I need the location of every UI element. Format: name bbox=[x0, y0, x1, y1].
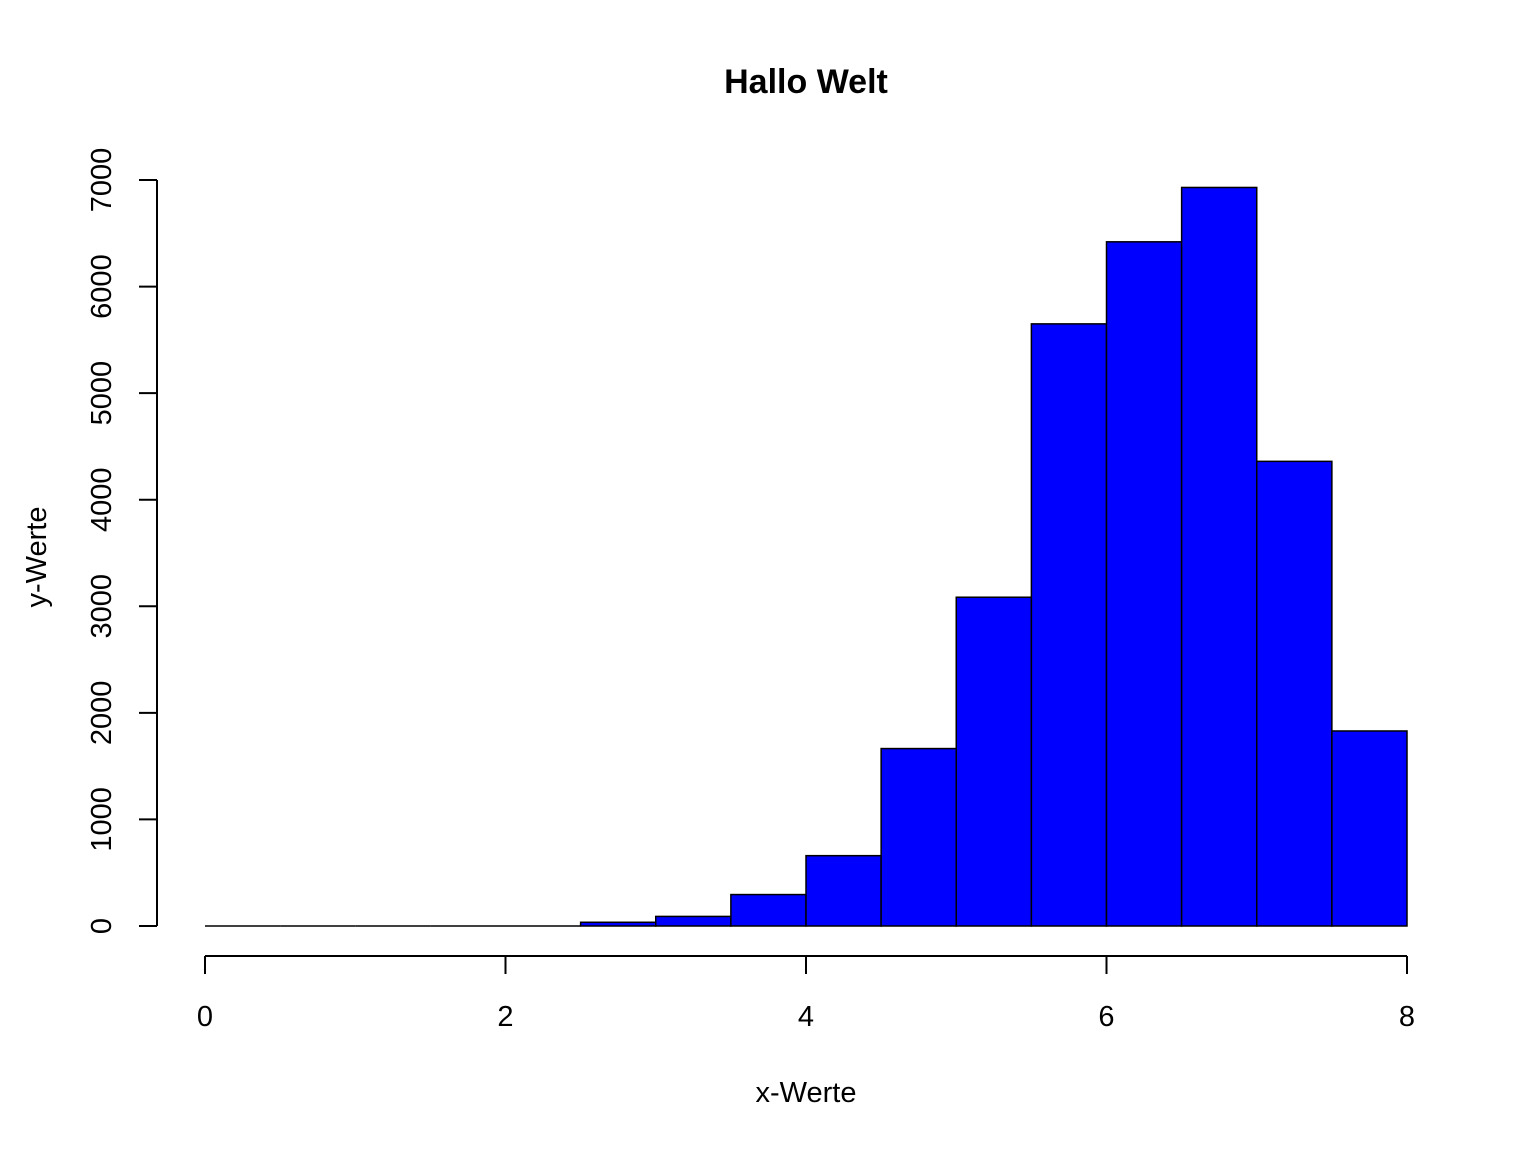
y-tick-label-5000: 5000 bbox=[86, 361, 118, 426]
x-tick-label-8: 8 bbox=[1399, 1001, 1415, 1033]
y-tick-label-6000: 6000 bbox=[86, 254, 118, 319]
histogram-bar-12 bbox=[1105, 241, 1183, 927]
histogram-bar-9 bbox=[880, 747, 957, 927]
x-tick-label-0: 0 bbox=[197, 1001, 213, 1033]
histogram-bars bbox=[205, 186, 1408, 927]
y-tick-label-2000: 2000 bbox=[86, 681, 118, 746]
chart-title: Hallo Welt bbox=[724, 63, 888, 101]
y-tick-label-0: 0 bbox=[86, 918, 118, 934]
y-axis-label: y-Werte bbox=[21, 507, 53, 608]
x-tick-label-6: 6 bbox=[1098, 1001, 1114, 1033]
y-tick-label-1000: 1000 bbox=[86, 787, 118, 852]
x-tick-label-2: 2 bbox=[497, 1001, 513, 1033]
histogram-bar-15 bbox=[1331, 730, 1408, 927]
histogram-bar-6 bbox=[655, 915, 732, 927]
y-tick-label-3000: 3000 bbox=[86, 574, 118, 639]
histogram-bar-11 bbox=[1030, 323, 1108, 927]
histogram-bar-13 bbox=[1180, 186, 1258, 927]
histogram-bar-14 bbox=[1256, 460, 1333, 927]
y-axis: 0 1000 2000 3000 4000 5000 6000 7000 bbox=[86, 148, 158, 934]
x-axis: 0 2 4 6 8 bbox=[197, 955, 1415, 1033]
histogram-bar-10 bbox=[955, 596, 1033, 927]
x-tick-label-4: 4 bbox=[798, 1001, 814, 1033]
y-tick-label-4000: 4000 bbox=[86, 467, 118, 532]
histogram-bar-7 bbox=[730, 893, 807, 927]
y-tick-label-7000: 7000 bbox=[86, 148, 118, 213]
histogram-bar-5 bbox=[579, 921, 657, 927]
histogram-bar-8 bbox=[805, 854, 882, 927]
x-axis-label: x-Werte bbox=[756, 1077, 857, 1109]
